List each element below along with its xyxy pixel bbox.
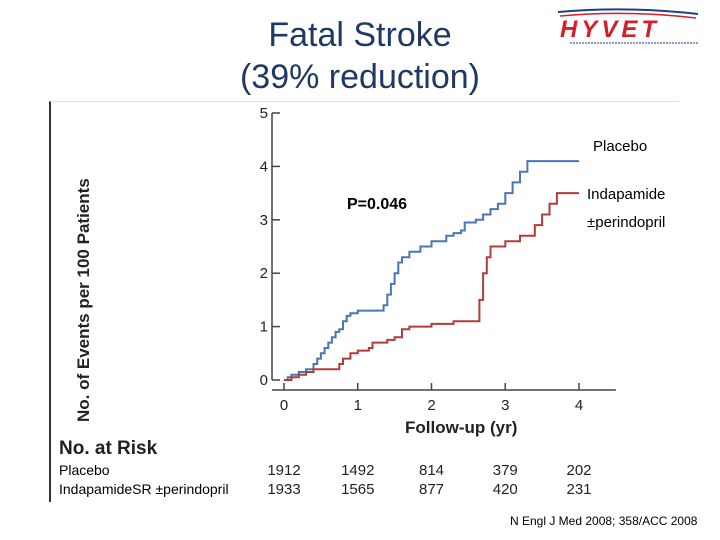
source-citation: N Engl J Med 2008; 358/ACC 2008 (510, 514, 698, 528)
x-tick-label: 0 (280, 397, 288, 414)
x-tick-label: 2 (427, 397, 435, 414)
risk-value: 231 (566, 481, 592, 498)
y-tick-label: 3 (260, 212, 268, 229)
risk-value: 877 (418, 481, 445, 498)
x-tick-label: 4 (575, 397, 583, 414)
title-line-2: (39% reduction) (239, 58, 480, 96)
risk-value: 1912 (267, 462, 301, 479)
risk-value: 1565 (341, 481, 375, 498)
p-value: P=0.046 (347, 196, 408, 213)
slide-title: Fatal Stroke (39% reduction) (160, 14, 560, 98)
risk-value: 1933 (267, 481, 301, 498)
risk-row-label-placebo: Placebo (59, 462, 110, 478)
risk-row-label-indapamide: IndapamideSR ±perindopril (59, 481, 229, 497)
y-tick-label: 1 (260, 319, 268, 336)
km-chart: 0 1 2 3 4 5 0 1 2 3 4 (260, 105, 616, 414)
x-axis-label: Follow-up (yr) (405, 418, 518, 437)
indapamide-curve (284, 192, 579, 381)
hyvet-logo: HYVET (557, 8, 699, 44)
risk-value: 814 (418, 462, 445, 479)
risk-value: 202 (566, 462, 592, 479)
indapamide-label-line2: ±perindopril (587, 214, 666, 231)
indapamide-label-line1: Indapamide (587, 186, 666, 203)
risk-value: 1492 (341, 462, 375, 479)
x-tick-label: 1 (354, 397, 362, 414)
chart-figure: 0 1 2 3 4 5 0 1 2 3 4 No. of Events per 100 Patien… (49, 101, 679, 502)
placebo-label: Placebo (593, 138, 648, 155)
placebo-curve (284, 160, 579, 381)
y-tick-label: 0 (260, 372, 268, 389)
y-tick-label: 4 (260, 158, 268, 175)
y-tick-label: 5 (260, 105, 268, 122)
y-tick-label: 2 (260, 265, 268, 282)
risk-value: 420 (492, 481, 518, 498)
svg-text:HYVET: HYVET (560, 16, 660, 43)
y-axis-label: No. of Events per 100 Patients (74, 178, 93, 422)
title-line-1: Fatal Stroke (268, 16, 452, 54)
x-tick-label: 3 (501, 397, 509, 414)
risk-table-title: No. at Risk (59, 438, 158, 459)
risk-value: 379 (492, 462, 518, 479)
